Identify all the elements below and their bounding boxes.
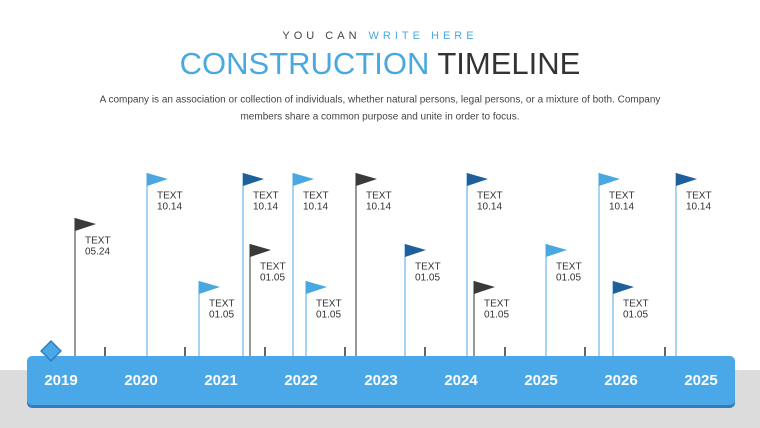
ticks (104, 347, 666, 356)
years: 2019 2020 2021 2022 2023 2024 2025 2026 2025 (44, 372, 717, 389)
flag-date: 10.14 (609, 202, 634, 213)
year-label: 2020 (124, 372, 157, 389)
year-label: 2026 (604, 372, 637, 389)
description-line: members share a common purpose and unite… (240, 112, 519, 123)
year-label: 2025 (524, 372, 557, 389)
flag-date: 01.05 (209, 310, 234, 321)
flag (293, 173, 314, 186)
year-label: 2022 (284, 372, 317, 389)
flag (250, 244, 271, 257)
flag (75, 218, 96, 231)
kicker-lead: YOU CAN (282, 30, 360, 42)
flag-label: TEXT (686, 191, 712, 202)
flag-date: 01.05 (260, 273, 285, 284)
flag-date: 01.05 (623, 310, 648, 321)
flag-label: TEXT (609, 191, 635, 202)
flag-label: TEXT (303, 191, 329, 202)
flag-date: 01.05 (316, 310, 341, 321)
title-rest: TIMELINE (437, 46, 580, 81)
flag-label: TEXT (366, 191, 392, 202)
flag-date: 10.14 (253, 202, 278, 213)
flag (599, 173, 620, 186)
description-line: A company is an association or collectio… (100, 95, 661, 106)
flag (147, 173, 168, 186)
flag-label: TEXT (157, 191, 183, 202)
flag-date: 01.05 (484, 310, 509, 321)
title: CONSTRUCTION TIMELINE (180, 46, 581, 81)
flag-date: 10.14 (303, 202, 328, 213)
flag (467, 173, 488, 186)
flag-label: TEXT (623, 299, 649, 310)
flag (243, 173, 264, 186)
flag-date: 10.14 (366, 202, 391, 213)
flag-label: TEXT (85, 236, 111, 247)
flag-label: TEXT (209, 299, 235, 310)
year-label: 2019 (44, 372, 77, 389)
flag-label: TEXT (260, 262, 286, 273)
flags: TEXT05.24TEXT10.14TEXT01.05TEXT10.14TEXT… (74, 173, 712, 356)
flag (306, 281, 327, 294)
flag-label: TEXT (253, 191, 279, 202)
flag (199, 281, 220, 294)
year-label: 2025 (684, 372, 717, 389)
flag-date: 10.14 (477, 202, 502, 213)
start-marker (40, 340, 62, 362)
kicker-accent: WRITE HERE (369, 30, 478, 42)
kicker: YOU CAN WRITE HERE (282, 30, 477, 42)
timeline-bar (27, 356, 735, 405)
year-label: 2021 (204, 372, 237, 389)
flag-date: 01.05 (556, 273, 581, 284)
flag (613, 281, 634, 294)
flag-date: 01.05 (415, 273, 440, 284)
flag-date: 10.14 (686, 202, 711, 213)
flag (676, 173, 697, 186)
flag-label: TEXT (484, 299, 510, 310)
flag-label: TEXT (477, 191, 503, 202)
flag-date: 10.14 (157, 202, 182, 213)
flag (356, 173, 377, 186)
flag (474, 281, 495, 294)
flag (405, 244, 426, 257)
flag (546, 244, 567, 257)
flag-label: TEXT (415, 262, 441, 273)
flag-date: 05.24 (85, 247, 110, 258)
flag-label: TEXT (316, 299, 342, 310)
year-label: 2023 (364, 372, 397, 389)
flag-label: TEXT (556, 262, 582, 273)
title-accent: CONSTRUCTION (180, 46, 430, 81)
year-label: 2024 (444, 372, 478, 389)
